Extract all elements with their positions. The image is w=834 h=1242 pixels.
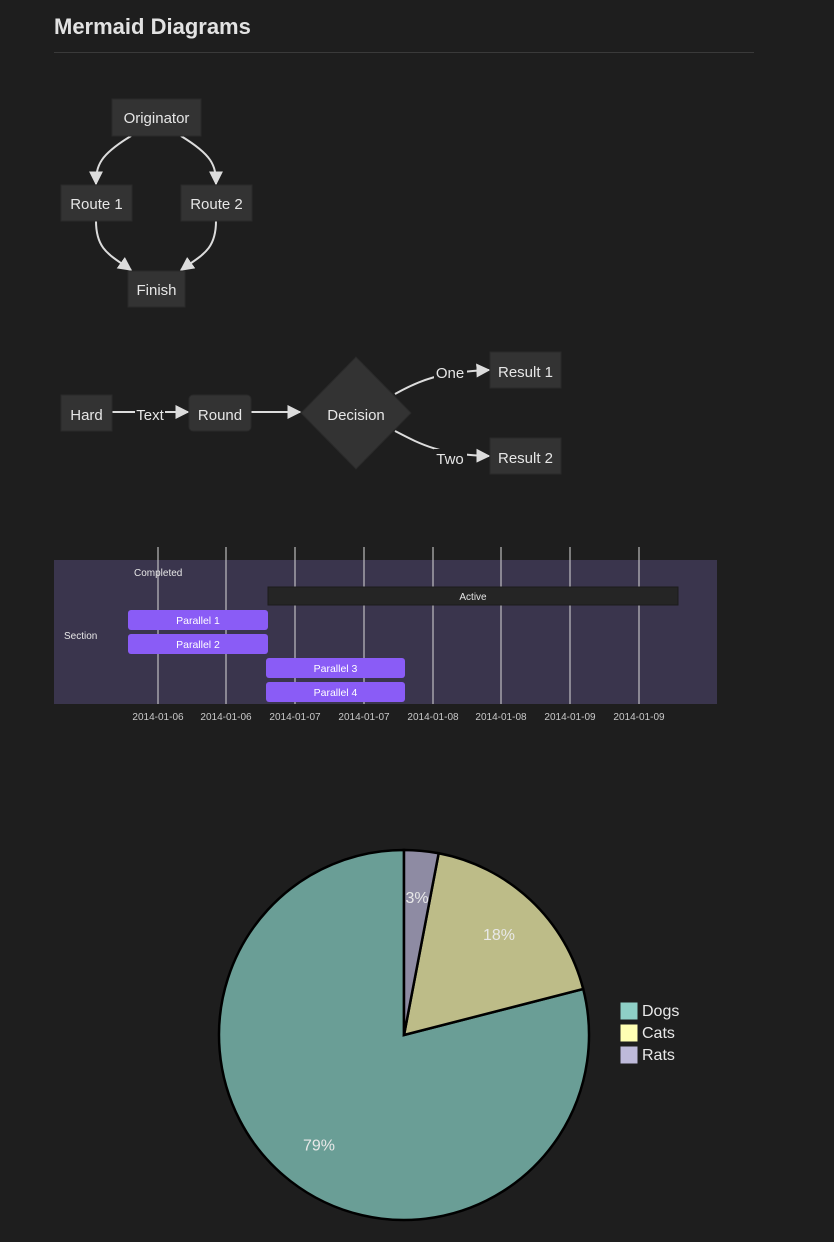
gantt-grid [157, 547, 640, 704]
task-completed-label: Completed [134, 568, 182, 579]
tick-label: 2014-01-07 [338, 712, 390, 723]
node-decision: Decision [300, 356, 412, 470]
node-hard-label: Hard [70, 407, 103, 424]
legend-label-cats: Cats [642, 1025, 675, 1042]
tick-label: 2014-01-06 [132, 712, 184, 723]
task-parallel-3: Parallel 3 [266, 658, 405, 678]
edge-originator-route1 [89, 135, 132, 186]
pie-label-cats: 18% [483, 927, 515, 944]
legend-swatch-cats [619, 1023, 639, 1043]
pie-slice-rats [402, 848, 441, 1036]
edge-label-text: Text [136, 407, 164, 424]
node-originator: Originator [111, 98, 202, 137]
task-active-label: Active [459, 592, 487, 603]
task-parallel-1-label: Parallel 1 [176, 615, 220, 627]
gantt-section-background [54, 560, 717, 704]
node-route1-label: Route 1 [70, 196, 123, 213]
node-originator-label: Originator [124, 110, 190, 127]
task-parallel-3-label: Parallel 3 [314, 663, 358, 675]
task-parallel-4-label: Parallel 4 [314, 687, 358, 699]
node-result1-label: Result 1 [498, 364, 553, 381]
node-result2-label: Result 2 [498, 450, 553, 467]
task-parallel-2: Parallel 2 [128, 634, 268, 654]
legend-swatch-rats [619, 1045, 639, 1065]
node-decision-label: Decision [327, 407, 385, 424]
node-result1: Result 1 [489, 351, 562, 389]
edge-route1-finish [95, 220, 133, 271]
tick-label: 2014-01-06 [200, 712, 252, 723]
tick-label: 2014-01-09 [613, 712, 665, 723]
legend-swatch-dogs [619, 1001, 639, 1021]
tick-label: 2014-01-09 [544, 712, 596, 723]
edge-decision-result1 [394, 363, 491, 395]
tick-label: 2014-01-07 [269, 712, 321, 723]
edge-originator-route2 [180, 135, 223, 186]
tick-label: 2014-01-08 [407, 712, 459, 723]
pie-label-rats: 3% [405, 890, 428, 907]
node-result2: Result 2 [489, 437, 562, 475]
task-parallel-4: Parallel 4 [266, 682, 405, 702]
task-active: Active [267, 586, 679, 606]
edge-decision-result2 [394, 430, 491, 463]
tick-label: 2014-01-08 [475, 712, 527, 723]
gantt-section-label: Section [64, 631, 97, 642]
task-parallel-1: Parallel 1 [128, 610, 268, 630]
pie-label-dogs: 79% [303, 1138, 335, 1155]
legend-label-rats: Rats [642, 1047, 675, 1064]
gantt-axis-ticks: 2014-01-06 2014-01-06 2014-01-07 2014-01… [132, 712, 665, 723]
legend-label-dogs: Dogs [642, 1003, 679, 1020]
node-route2: Route 2 [180, 184, 253, 222]
edge-label-one: One [436, 365, 464, 382]
node-hard: Hard [60, 394, 113, 432]
node-finish: Finish [127, 270, 186, 308]
task-parallel-2-label: Parallel 2 [176, 639, 220, 651]
edge-label-two: Two [436, 451, 464, 468]
pie-slice-cats [402, 851, 585, 1037]
page-title: Mermaid Diagrams [54, 14, 754, 53]
node-route1: Route 1 [60, 184, 133, 222]
pie-slice-dogs [217, 848, 591, 1222]
node-finish-label: Finish [136, 282, 176, 299]
node-route2-label: Route 2 [190, 196, 243, 213]
edge-route2-finish [179, 220, 217, 271]
node-round: Round [188, 394, 252, 432]
node-round-label: Round [198, 407, 242, 424]
